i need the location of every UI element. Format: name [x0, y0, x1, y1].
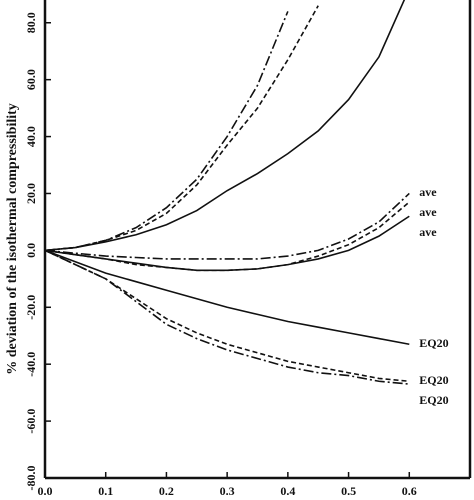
x-tick-label: 0.4	[280, 484, 295, 498]
x-tick-label: 0.6	[402, 484, 417, 498]
y-tick-label: 20.0	[24, 183, 38, 204]
x-tick-label: 0.2	[159, 484, 174, 498]
series-label: ave	[419, 225, 437, 239]
y-tick-label: 80.0	[24, 12, 38, 33]
series-line	[45, 201, 410, 272]
x-tick-label: 0.5	[341, 484, 356, 498]
series-line	[45, 192, 410, 260]
series-line	[45, 249, 410, 346]
series-line	[45, 5, 319, 252]
series-label: ave	[419, 185, 437, 199]
series-line	[45, 215, 410, 272]
y-axis-label: % deviation of the isothermal compressib…	[5, 103, 20, 375]
series-label: EQ20	[419, 373, 448, 387]
series-label: EQ20	[419, 336, 448, 350]
y-tick-label: -80.0	[24, 466, 38, 491]
series-label: EQ20	[419, 393, 448, 407]
series-line	[45, 0, 406, 252]
y-tick-label: -40.0	[24, 352, 38, 377]
y-tick-label: -60.0	[24, 409, 38, 434]
x-tick-label: 0.0	[38, 484, 53, 498]
series-label: ave	[419, 205, 437, 219]
series-line	[45, 249, 410, 385]
plot-area	[45, 0, 410, 385]
series-line	[45, 11, 289, 252]
y-tick-label: -20.0	[24, 295, 38, 320]
y-tick-label: 40.0	[24, 126, 38, 147]
y-tick-label: 60.0	[24, 69, 38, 90]
x-tick-label: 0.1	[98, 484, 113, 498]
y-tick-label: 0.0	[24, 243, 38, 258]
x-tick-label: 0.3	[220, 484, 235, 498]
